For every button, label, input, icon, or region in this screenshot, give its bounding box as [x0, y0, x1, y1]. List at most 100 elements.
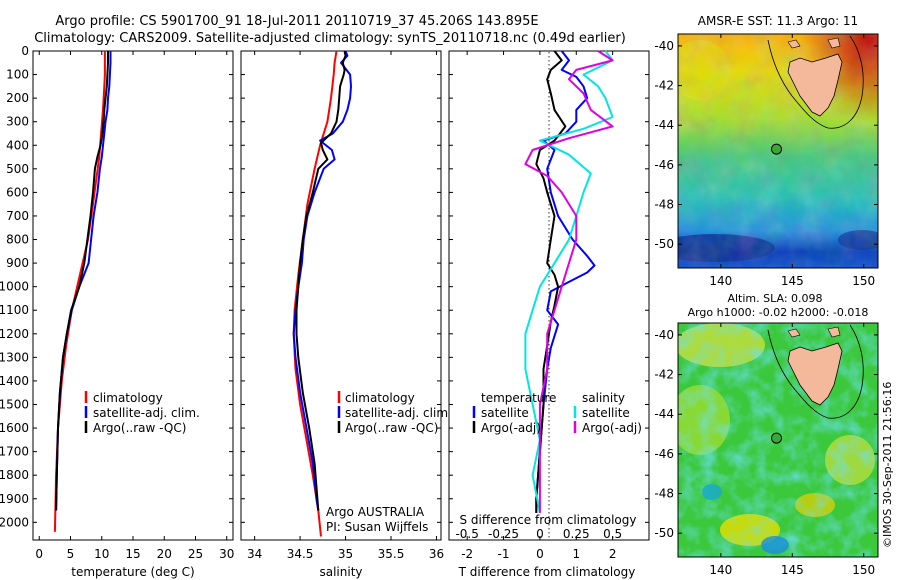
- series-line-argo-raw-qc-: [295, 50, 347, 511]
- series-line-satellite-adj-clim-: [292, 50, 352, 511]
- temperature-axis-label: temperature (deg C): [71, 565, 194, 579]
- map-lat-label: -48: [654, 198, 674, 212]
- depth-axis: 0 100 200 300 400 500 600 700 800 900 1000 1100 1200…: [0, 44, 233, 529]
- sla-blue-patch: [702, 484, 722, 500]
- salinity-depth-ticks: [241, 50, 441, 523]
- temperature-panel: 0100200300400500600700800900100011001200…: [0, 44, 234, 579]
- island-landmass: [827, 326, 841, 338]
- legend-label-temp-satellite: satellite: [481, 406, 529, 420]
- x-tick-label: 35.5: [378, 547, 405, 561]
- s-difference-tick-labels: -0.5 -0.25 0 0.25 0.5: [455, 527, 622, 541]
- tasmania-landmass: [787, 53, 843, 117]
- sst-map: AMSR-E SST: 11.3 Argo: 11 140 145 150 -40 -4…: [654, 14, 879, 288]
- x-tick-label: 20: [157, 547, 172, 561]
- x-tick-label: 30: [219, 547, 234, 561]
- legend-title-temperature: temperature: [481, 391, 556, 405]
- map-lat-label: -40: [654, 328, 674, 342]
- sla-isoline: [767, 324, 864, 419]
- difference-series: [524, 50, 614, 514]
- depth-tick-label: 1700: [0, 445, 29, 459]
- series-line-salinity-satellite: [524, 50, 614, 514]
- x-tick-label: 34.5: [287, 547, 314, 561]
- map-lat-label: -42: [654, 79, 674, 93]
- sst-map-axes: 140 145 150 -40 -42 -44 -46 -48 -50: [654, 34, 878, 288]
- map-lat-label: -42: [654, 368, 674, 382]
- island-landmass: [827, 37, 841, 49]
- header-line-1: Argo profile: CS 5901700_91 18-Jul-2011 …: [55, 14, 538, 29]
- map-lon-label: 145: [781, 563, 804, 577]
- depth-tick-label: 1800: [0, 468, 29, 482]
- legend-label-satellite: satellite-adj. clim.: [345, 406, 452, 420]
- imos-credit: ©IMOS 30-Sep-2011 21:56:16: [881, 382, 894, 548]
- legend-label-argo: Argo(..raw -QC): [345, 421, 438, 435]
- series-line-temperature-argo-adj-: [535, 50, 567, 513]
- depth-tick-label: 600: [6, 185, 29, 199]
- tasmania-landmass: [787, 342, 843, 406]
- t-diff-tick-label: -2: [461, 547, 473, 561]
- argo-float-marker: [771, 432, 782, 444]
- difference-legend: temperature satellite Argo(-adj) salinit…: [472, 391, 642, 435]
- sla-map-axes: 140 145 150 -40 -42 -44 -46 -48 -50: [654, 323, 878, 577]
- map-lat-label: -48: [654, 487, 674, 501]
- x-tick-label: 15: [125, 547, 140, 561]
- sla-map: Altim. SLA: 0.098 Argo h1000: -0.02 h200…: [654, 292, 879, 577]
- map-lon-label: 140: [709, 274, 732, 288]
- sst-map-title: AMSR-E SST: 11.3 Argo: 11: [698, 14, 858, 28]
- depth-tick-label: 2000: [0, 515, 29, 529]
- depth-tick-label: 1600: [0, 421, 29, 435]
- island-landmass: [787, 328, 801, 338]
- s-difference-axis-label: S difference from climatology: [460, 513, 637, 527]
- s-diff-tick-label: -0.25: [488, 527, 519, 541]
- argo-float-marker: [771, 143, 782, 155]
- t-diff-tick-label: 1: [572, 547, 580, 561]
- map-lat-label: -50: [654, 237, 674, 251]
- x-tick-label: 34: [247, 547, 262, 561]
- depth-tick-label: 1500: [0, 397, 29, 411]
- salinity-panel: 34 34.5 35 35.5 36 salinity climatology sate…: [240, 50, 452, 579]
- argo-program-annotation: Argo AUSTRALIA: [326, 505, 425, 519]
- depth-tick-label: 500: [6, 162, 29, 176]
- salinity-series: [292, 50, 352, 537]
- map-lon-label: 140: [709, 563, 732, 577]
- depth-tick-label: 1400: [0, 374, 29, 388]
- sla-map-title: Altim. SLA: 0.098: [727, 292, 822, 305]
- temperature-series: [53, 51, 112, 532]
- legend-label-satellite: satellite-adj. clim.: [93, 406, 200, 420]
- depth-tick-label: 900: [6, 256, 29, 270]
- temperature-plot-frame: [32, 50, 234, 541]
- difference-panel: -2 -1 0 1 2 T difference from climatology S …: [448, 50, 650, 579]
- s-diff-tick-label: 0.5: [603, 527, 622, 541]
- island-landmass: [787, 39, 801, 49]
- difference-depth-ticks: [449, 50, 649, 523]
- legend-label-sal-satellite: satellite: [582, 406, 630, 420]
- x-tick-label: 35: [338, 547, 353, 561]
- s-diff-tick-label: 0.25: [563, 527, 590, 541]
- s-diff-tick-label: -0.5: [455, 527, 478, 541]
- sst-map-frame: [677, 33, 879, 269]
- series-line-temperature-satellite: [535, 50, 596, 513]
- map-lat-label: -40: [654, 39, 674, 53]
- depth-tick-label: 1300: [0, 350, 29, 364]
- map-lon-label: 150: [852, 563, 875, 577]
- t-diff-tick-label: 2: [609, 547, 617, 561]
- depth-tick-label: 1200: [0, 327, 29, 341]
- map-lat-label: -44: [654, 407, 674, 421]
- sla-map-subtitle: Argo h1000: -0.02 h2000: -0.018: [688, 306, 869, 319]
- s-diff-tick-label: 0: [536, 527, 544, 541]
- depth-tick-label: 100: [6, 68, 29, 82]
- salinity-legend: climatology satellite-adj. clim. Argo(..…: [337, 391, 452, 435]
- legend-label-argo: Argo(..raw -QC): [93, 421, 186, 435]
- salinity-axis-label: salinity: [319, 565, 362, 579]
- sst-isoline: [767, 35, 864, 129]
- legend-title-salinity: salinity: [582, 391, 625, 405]
- salinity-plot-frame: [240, 50, 442, 541]
- header-line-2: Climatology: CARS2009. Satellite-adjuste…: [34, 31, 626, 46]
- legend-label-climatology: climatology: [345, 391, 415, 405]
- map-lat-label: -46: [654, 447, 674, 461]
- map-lon-label: 150: [852, 274, 875, 288]
- depth-tick-label: 400: [6, 138, 29, 152]
- temperature-axis: 0 5 10 15 20 25 30: [35, 51, 234, 561]
- map-lon-label: 145: [781, 274, 804, 288]
- t-diff-tick-label: 0: [536, 547, 544, 561]
